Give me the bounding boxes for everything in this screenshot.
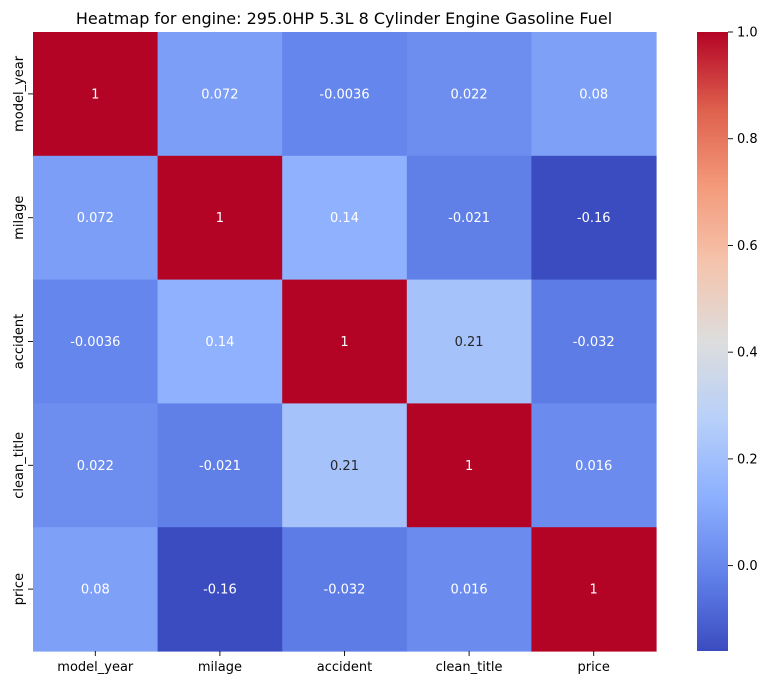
colorbar-tick-label: 0.2 — [737, 452, 758, 467]
y-tick-label: accident — [12, 314, 27, 369]
colorbar-tick-label: 0.8 — [737, 132, 758, 147]
colorbar-tick-label: 1.0 — [737, 26, 758, 41]
x-tick-label: accident — [317, 660, 372, 675]
heatmap-cell — [282, 527, 408, 652]
chart-title: Heatmap for engine: 295.0HP 5.3L 8 Cylin… — [76, 9, 612, 28]
heatmap-cell — [157, 155, 283, 281]
cell-value-label: 0.08 — [579, 87, 608, 102]
heatmap-cell — [157, 279, 283, 404]
heatmap-cell — [33, 155, 159, 281]
x-tick-label: price — [578, 660, 610, 675]
cell-value-label: -0.0036 — [70, 335, 120, 350]
heatmap-cells — [33, 32, 657, 652]
heatmap-cell — [531, 155, 657, 281]
y-tick-label: model_year — [12, 55, 27, 132]
heatmap-cell — [406, 279, 532, 404]
heatmap-cell — [157, 32, 283, 157]
cell-value-label: -0.032 — [324, 583, 366, 598]
colorbar-tick-label: 0.0 — [737, 559, 758, 574]
cell-value-label: -0.032 — [573, 335, 615, 350]
cell-value-label: 0.022 — [450, 87, 487, 102]
heatmap-cell — [406, 32, 532, 157]
heatmap-cell — [33, 527, 159, 652]
heatmap-cell — [406, 403, 532, 528]
cell-value-label: -0.0036 — [319, 87, 369, 102]
heatmap-cell — [33, 32, 159, 157]
cell-value-label: 0.08 — [81, 583, 110, 598]
cell-value-label: 1 — [216, 211, 224, 226]
y-tick-label: clean_title — [12, 432, 27, 499]
colorbar-gradient — [697, 32, 728, 651]
cell-value-label: 1 — [465, 459, 473, 474]
cell-value-label: 0.016 — [575, 459, 612, 474]
heatmap-cell — [282, 403, 408, 528]
cell-value-label: 1 — [91, 87, 99, 102]
x-axis: model_year milage accident clean_title price — [57, 651, 610, 675]
cell-value-label: 0.21 — [455, 335, 484, 350]
heatmap-cell — [531, 403, 657, 528]
cell-value-label: 1 — [590, 583, 598, 598]
x-tick-label: milage — [198, 660, 242, 675]
heatmap-cell — [531, 527, 657, 652]
heatmap-cell — [282, 32, 408, 157]
colorbar-tick-label: 0.4 — [737, 346, 758, 361]
cell-value-label: -0.16 — [577, 211, 611, 226]
heatmap-cell — [157, 403, 283, 528]
x-tick-label: clean_title — [436, 660, 503, 675]
cell-value-label: -0.021 — [199, 459, 241, 474]
cell-value-label: 0.072 — [201, 87, 238, 102]
cell-value-label: 1 — [340, 335, 348, 350]
heatmap-cell — [282, 279, 408, 404]
heatmap-cell — [157, 527, 283, 652]
cell-value-label: -0.16 — [203, 583, 237, 598]
cell-value-label: 0.072 — [77, 211, 114, 226]
heatmap-cell — [33, 279, 159, 404]
heatmap-cell — [531, 32, 657, 157]
heatmap-cell — [406, 527, 532, 652]
heatmap-cell — [531, 279, 657, 404]
cell-value-label: 0.022 — [77, 459, 114, 474]
colorbar: 0.0 0.2 0.4 0.6 0.8 1.0 — [697, 26, 758, 651]
colorbar-tick-label: 0.6 — [737, 239, 758, 254]
cell-value-label: 0.14 — [205, 335, 234, 350]
cell-value-label: 0.016 — [450, 583, 487, 598]
x-tick-label: model_year — [57, 660, 134, 675]
cell-value-label: 0.14 — [330, 211, 359, 226]
heatmap-cell — [33, 403, 159, 528]
heatmap-cell — [282, 155, 408, 281]
heatmap-cell — [406, 155, 532, 281]
cell-value-labels: 1 0.072 -0.0036 0.022 0.08 0.072 1 0.14 -0.021 -0… — [70, 87, 614, 597]
y-tick-label: milage — [12, 196, 27, 240]
cell-value-label: 0.21 — [330, 459, 359, 474]
y-tick-label: price — [12, 573, 27, 605]
cell-value-label: -0.021 — [448, 211, 490, 226]
